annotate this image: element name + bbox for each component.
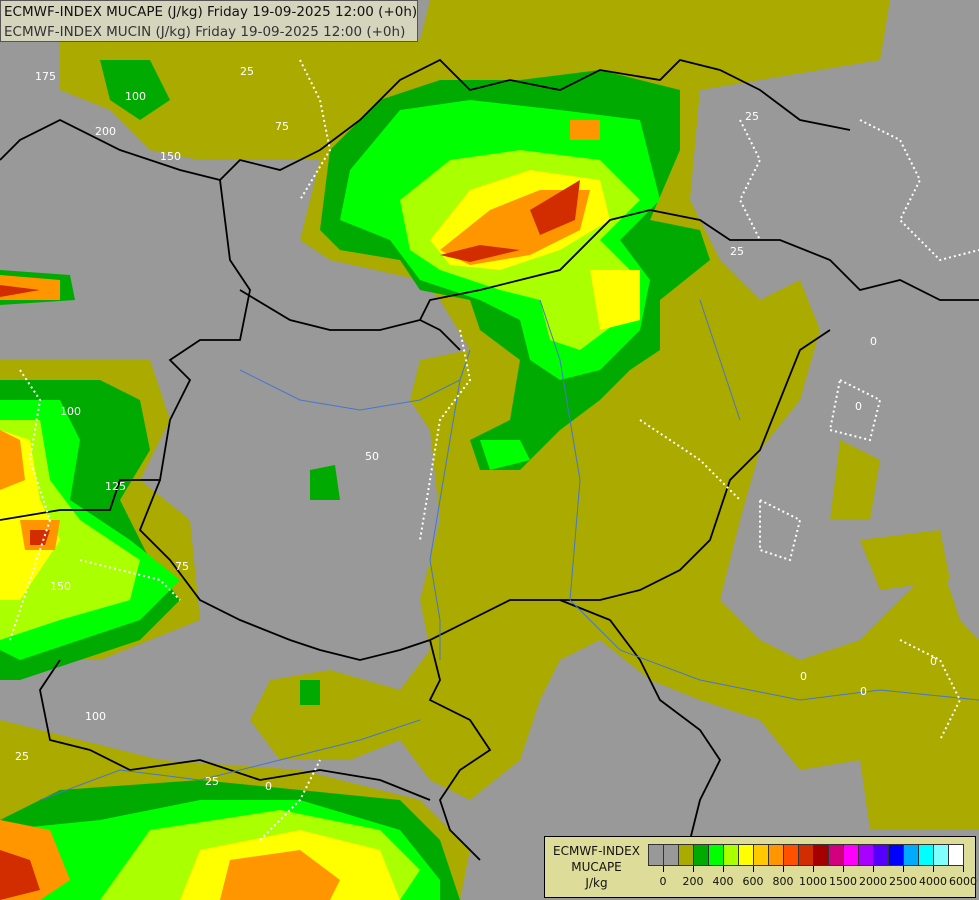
legend-swatch: [649, 845, 664, 865]
legend-swatch: [724, 845, 739, 865]
contour-label: 25: [205, 775, 219, 788]
legend-tick-label: 4000: [919, 875, 947, 888]
contour-label: 25: [240, 65, 254, 78]
legend-tick-label: 6000: [949, 875, 977, 888]
map-title-box: ECMWF-INDEX MUCAPE (J/kg) Friday 19-09-2…: [0, 0, 418, 42]
mucape-red-areas: [0, 180, 580, 900]
legend-tick: [963, 866, 964, 872]
legend-tick-label: 2500: [889, 875, 917, 888]
legend-tick-label: 800: [772, 875, 794, 888]
contour-label: 0: [930, 655, 937, 668]
legend-unit: J/kg: [585, 876, 608, 890]
contour-label: 100: [85, 710, 106, 723]
legend-swatch: [904, 845, 919, 865]
legend-swatch: [709, 845, 724, 865]
legend-swatch: [694, 845, 709, 865]
contour-label: 150: [160, 150, 181, 163]
legend-tick: [813, 866, 814, 872]
contour-label: 0: [860, 685, 867, 698]
contour-label: 0: [855, 400, 862, 413]
legend-ticks: 0 200 400 600 800 1000 1500 2000 2500 4000 6000: [648, 866, 977, 896]
legend-title-product: ECMWF-INDEX: [553, 844, 640, 858]
contour-label: 25: [730, 245, 744, 258]
contour-label: 50: [365, 450, 379, 463]
legend-tick-label: 1000: [799, 875, 827, 888]
legend-tick-label: 2000: [859, 875, 887, 888]
legend-swatch: [844, 845, 859, 865]
legend-swatch: [919, 845, 934, 865]
legend-swatch: [769, 845, 784, 865]
legend-swatch: [934, 845, 949, 865]
title-mucin: ECMWF-INDEX MUCIN (J/kg) Friday 19-09-20…: [4, 24, 406, 40]
legend-tick-label: 600: [742, 875, 764, 888]
legend-swatch: [814, 845, 829, 865]
contour-label: 75: [275, 120, 289, 133]
legend-swatch: [679, 845, 694, 865]
legend-tick: [933, 866, 934, 872]
contour-label: 200: [95, 125, 116, 138]
legend-tick: [663, 866, 664, 872]
color-legend: ECMWF-INDEX MUCAPE J/kg 0 200 400 600 800 100…: [544, 836, 977, 898]
legend-swatch: [784, 845, 799, 865]
legend-swatch: [874, 845, 889, 865]
legend-swatch: [949, 845, 963, 865]
rivers: [39, 299, 979, 801]
contour-label: 125: [105, 480, 126, 493]
mucin-contours: [9, 59, 979, 841]
legend-tick: [693, 866, 694, 872]
legend-swatch: [739, 845, 754, 865]
contour-label: 0: [870, 335, 877, 348]
legend-swatches: [648, 844, 964, 866]
legend-swatch: [829, 845, 844, 865]
legend-tick-label: 1500: [829, 875, 857, 888]
legend-title: ECMWF-INDEX MUCAPE J/kg: [549, 843, 644, 891]
contour-label: 100: [125, 90, 146, 103]
legend-swatch: [754, 845, 769, 865]
legend-tick: [723, 866, 724, 872]
legend-tick-label: 200: [682, 875, 704, 888]
contour-label: 0: [265, 780, 272, 793]
contour-label: 25: [745, 110, 759, 123]
contour-label: 150: [50, 580, 71, 593]
legend-tick: [873, 866, 874, 872]
legend-title-variable: MUCAPE: [571, 860, 622, 874]
legend-tick-label: 0: [659, 875, 667, 888]
contour-label: 175: [35, 70, 56, 83]
legend-tick: [783, 866, 784, 872]
legend-tick: [903, 866, 904, 872]
legend-tick-label: 400: [712, 875, 734, 888]
contour-label: 0: [800, 670, 807, 683]
country-borders: [0, 58, 979, 861]
legend-swatch: [664, 845, 679, 865]
contour-label: 75: [175, 560, 189, 573]
legend-swatch: [859, 845, 874, 865]
legend-swatch: [889, 845, 904, 865]
contour-label: 25: [15, 750, 29, 763]
legend-swatch: [799, 845, 814, 865]
legend-tick: [753, 866, 754, 872]
legend-tick: [843, 866, 844, 872]
title-mucape: ECMWF-INDEX MUCAPE (J/kg) Friday 19-09-2…: [4, 4, 418, 20]
contour-label: 100: [60, 405, 81, 418]
